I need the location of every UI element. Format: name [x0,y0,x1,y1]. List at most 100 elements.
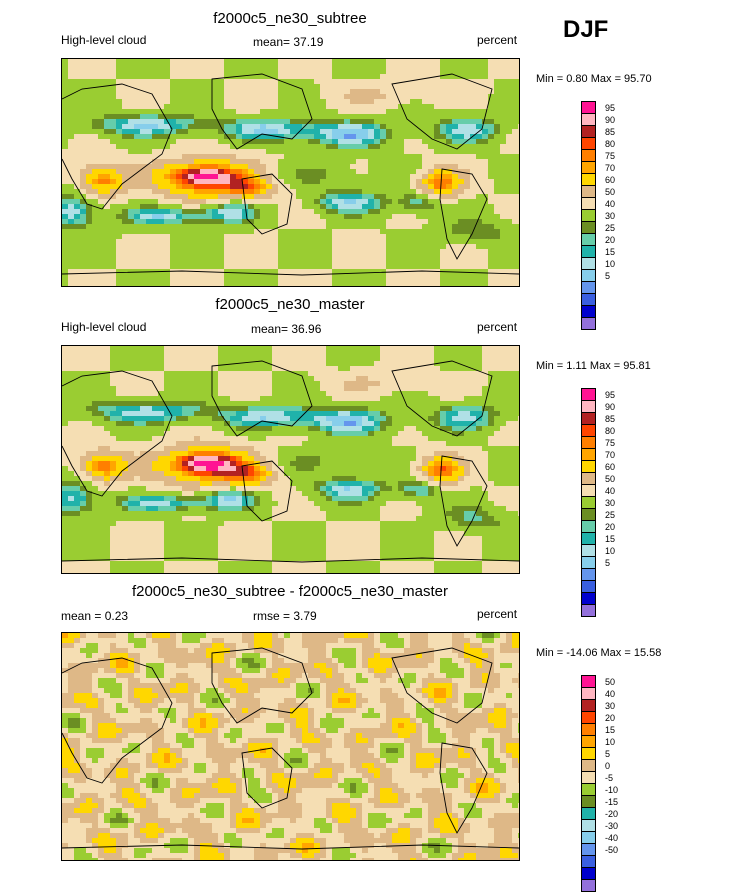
map-cell [290,209,297,215]
map-cell [470,356,477,362]
map-cell [86,99,93,105]
map-cell [374,416,381,422]
map-cell [122,249,129,255]
map-cell [314,371,321,377]
map-cell [212,356,219,362]
map-cell [212,154,219,160]
map-cell [488,406,495,412]
map-cell [146,356,153,362]
map-cell [362,104,369,110]
map-cell [122,214,129,220]
map-cell [140,119,147,125]
map-cell [170,194,177,200]
map-cell [92,361,99,367]
map-cell [80,209,87,215]
map-cell [398,284,405,286]
map-cell [134,109,141,115]
map-cell [152,401,159,407]
map-cell [302,199,309,205]
map-cell [512,99,519,105]
map-cell [392,69,399,75]
map-cell [428,159,435,165]
map-cell [230,284,237,286]
map-cell [344,371,351,377]
map-cell [200,259,207,265]
map-cell [122,381,129,387]
map-cell [482,264,489,270]
map-cell [326,144,333,150]
map-cell [440,79,447,85]
map-cell [86,264,93,270]
map-cell [176,169,183,175]
map-cell [326,391,333,397]
map-cell [368,109,375,115]
map-cell [338,179,345,185]
map-cell [338,209,345,215]
map-cell [146,59,153,65]
map-cell [296,59,303,65]
map-cell [236,264,243,270]
map-cell [242,386,249,392]
map-cell [434,194,441,200]
map-cell [506,279,513,285]
map-cell [398,431,405,437]
map-cell [380,99,387,105]
map-cell [86,119,93,125]
map-cell [266,214,273,220]
map-cell [458,89,465,95]
map-cell [206,139,213,145]
map-cell [428,376,435,382]
map-cell [218,351,225,357]
map-cell [332,84,339,90]
map-cell [356,381,363,387]
map-cell [92,94,99,100]
map-cell [314,169,321,175]
map-cell [170,189,177,195]
map-cell [164,104,171,110]
map-cell [206,164,213,170]
map-cell [164,184,171,190]
map-cell [434,421,441,427]
map-cell [320,119,327,125]
map-cell [368,411,375,417]
map-cell [392,254,399,260]
map-cell [272,371,279,377]
map-cell [104,109,111,115]
colorbar-label: 10 [605,259,615,269]
map-cell [188,74,195,80]
map-cell [386,164,393,170]
map-cell [260,401,267,407]
map-cell [374,396,381,402]
map-cell [188,381,195,387]
map-cell [86,124,93,130]
map-cell [92,351,99,357]
map-cell [128,421,135,427]
map-cell [116,234,123,240]
map-cell [86,64,93,70]
map-cell [176,381,183,387]
map-cell [314,129,321,135]
map-cell [458,396,465,402]
map-cell [416,194,423,200]
map-cell [308,426,315,432]
map-cell [260,209,267,215]
map-cell [116,279,123,285]
map-cell [110,239,117,245]
map-cell [488,134,495,140]
map-cell [92,149,99,155]
map-cell [410,164,417,170]
map-cell [362,84,369,90]
map-cell [152,104,159,110]
map-cell [332,59,339,65]
map-cell [410,376,417,382]
map-cell [86,396,93,402]
map-cell [230,401,237,407]
map-cell [308,376,315,382]
map-cell [134,274,141,280]
map-cell [452,199,459,205]
map-cell [380,89,387,95]
map-cell [518,84,519,90]
map-cell [122,129,129,135]
map-cell [476,204,483,210]
map-cell [110,184,117,190]
